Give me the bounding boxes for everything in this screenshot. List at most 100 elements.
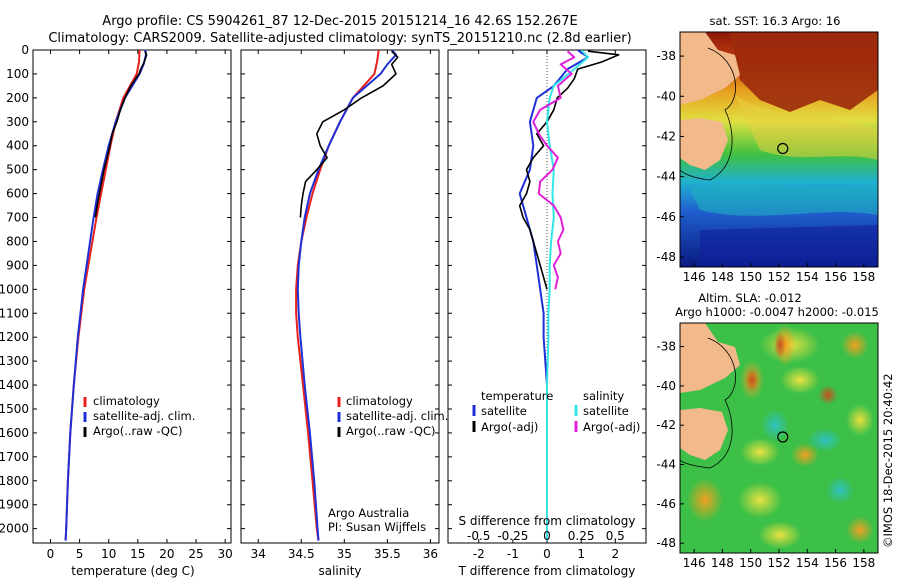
map-x-tick-label: 150 — [739, 556, 762, 570]
series-line-argo-raw-qc — [94, 50, 148, 218]
tasmania — [680, 408, 728, 460]
salinity-legend: climatology satellite-adj. clim. Argo(..… — [337, 394, 448, 438]
x-tick-label: -2 — [473, 547, 485, 561]
map-x-tick-label: 158 — [852, 556, 875, 570]
map-x-tick-label: 150 — [739, 270, 762, 284]
y-tick-label: 2000 — [0, 522, 29, 536]
difference-panel: -2 -1 0 1 2 T difference from climatology S … — [447, 49, 647, 578]
x-tick-label: 15 — [130, 547, 145, 561]
sst-map-field — [680, 32, 878, 267]
x-tick-label: 35 — [337, 547, 352, 561]
map-x-tick-label: 148 — [711, 556, 734, 570]
legend-label-argo: Argo(..raw -QC) — [346, 424, 436, 438]
map-y-tick-label: -48 — [656, 250, 676, 264]
argo-float-marker — [777, 142, 789, 155]
y-tick-label: 1000 — [0, 282, 29, 296]
sla-map: Altim. SLA: -0.012 Argo h1000: -0.0047 h… — [656, 291, 878, 570]
x-tick-label: -1 — [507, 547, 519, 561]
sla-map-title: Altim. SLA: -0.012 — [698, 291, 802, 305]
legend-title-salinity: salinity — [583, 389, 624, 403]
sla-map-field — [680, 323, 878, 553]
map-y-tick-label: -40 — [656, 89, 676, 103]
depth-contour — [680, 337, 736, 469]
map-y-tick-label: -44 — [656, 170, 676, 184]
map-y-tick-label: -46 — [656, 497, 676, 511]
figure-title-line2: Climatology: CARS2009. Satellite-adjuste… — [48, 31, 631, 46]
y-tick-label: 900 — [6, 258, 29, 272]
legend-label-satellite: satellite-adj. clim. — [93, 409, 195, 423]
difference-legend: temperature satellite Argo(-adj) salinit… — [472, 389, 640, 434]
map-x-tick-label: 158 — [852, 270, 875, 284]
temperature-panel: 0 5 10 15 20 25 300100200300400500600700800900… — [0, 43, 233, 578]
x-tick-label: 2 — [611, 547, 619, 561]
x-tick-label: 25 — [188, 547, 203, 561]
x-tick-label: 36 — [423, 547, 438, 561]
map-y-tick-label: -42 — [656, 129, 676, 143]
x-tick-label: 35.5 — [374, 547, 401, 561]
legend-title-temperature: temperature — [481, 389, 553, 403]
map-x-tick-label: 152 — [768, 270, 791, 284]
salinity-panel: 34 34.5 35 35.5 36 salinity climatology sate… — [240, 49, 448, 578]
temperature-plot-frame — [32, 49, 232, 544]
series-line-t-argo-adj — [518, 50, 620, 290]
y-tick-label: 300 — [6, 115, 29, 129]
australia-mainland — [680, 323, 740, 393]
y-tick-label: 1100 — [0, 306, 29, 320]
s-difference-xlabel: S difference from climatology — [459, 514, 636, 528]
map-y-tick-label: -42 — [656, 418, 676, 432]
y-tick-label: 1700 — [0, 450, 29, 464]
x-tick-label: 20 — [159, 547, 174, 561]
map-y-tick-label: -46 — [656, 210, 676, 224]
legend-label-satellite: satellite-adj. clim. — [346, 409, 448, 423]
y-tick-label: 1300 — [0, 354, 29, 368]
y-tick-label: 1800 — [0, 474, 29, 488]
series-line-s-satellite — [546, 50, 589, 541]
tasmania — [680, 118, 728, 170]
secondary-x-tick-label: -0.25 — [497, 529, 528, 543]
map-x-tick-label: 156 — [824, 270, 847, 284]
y-tick-label: 200 — [6, 91, 29, 105]
salinity-plot-frame — [240, 49, 440, 544]
australia-mainland — [680, 32, 740, 105]
legend-label-climatology: climatology — [346, 394, 413, 408]
legend-label-s-argo: Argo(-adj) — [583, 420, 640, 434]
legend-label-s-satellite: satellite — [583, 404, 629, 418]
y-tick-label: 0 — [21, 43, 29, 57]
legend-label-t-satellite: satellite — [481, 404, 527, 418]
pi-annotation: PI: Susan Wijffels — [328, 520, 426, 534]
imos-credit: ©IMOS 18-Dec-2015 20:40:42 — [881, 373, 895, 548]
sst-map-title: sat. SST: 16.3 Argo: 16 — [710, 14, 841, 28]
y-tick-label: 1500 — [0, 402, 29, 416]
argo-australia-annotation: Argo Australia — [328, 506, 409, 520]
y-tick-label: 500 — [6, 163, 29, 177]
secondary-x-tick-label: -0.5 — [467, 529, 490, 543]
map-y-tick-label: -38 — [656, 49, 676, 63]
y-tick-label: 100 — [6, 67, 29, 81]
y-tick-label: 1400 — [0, 378, 29, 392]
map-x-tick-label: 156 — [824, 556, 847, 570]
secondary-x-tick-label: 0 — [543, 529, 551, 543]
map-x-tick-label: 146 — [683, 270, 706, 284]
figure-title-line1: Argo profile: CS 5904261_87 12-Dec-2015 … — [102, 14, 577, 29]
series-line-satellite-adj-clim — [296, 50, 397, 541]
salinity-xlabel: salinity — [318, 564, 361, 578]
y-tick-label: 800 — [6, 234, 29, 248]
map-y-tick-label: -44 — [656, 458, 676, 472]
map-x-tick-label: 148 — [711, 270, 734, 284]
y-tick-label: 1900 — [0, 498, 29, 512]
y-tick-label: 1200 — [0, 330, 29, 344]
secondary-x-tick-label: 0.25 — [568, 529, 595, 543]
sla-map-subtitle: Argo h1000: -0.0047 h2000: -0.015 — [675, 305, 879, 319]
map-x-tick-label: 154 — [796, 556, 819, 570]
t-difference-xlabel: T difference from climatology — [458, 564, 636, 578]
x-tick-label: 0 — [47, 547, 55, 561]
x-tick-label: 10 — [101, 547, 116, 561]
y-tick-label: 600 — [6, 187, 29, 201]
legend-label-argo: Argo(..raw -QC) — [93, 424, 183, 438]
y-tick-label: 400 — [6, 139, 29, 153]
series-line-s-argo-adj — [532, 50, 576, 290]
legend-label-climatology: climatology — [93, 394, 160, 408]
x-tick-label: 1 — [577, 547, 585, 561]
x-tick-label: 5 — [76, 547, 84, 561]
